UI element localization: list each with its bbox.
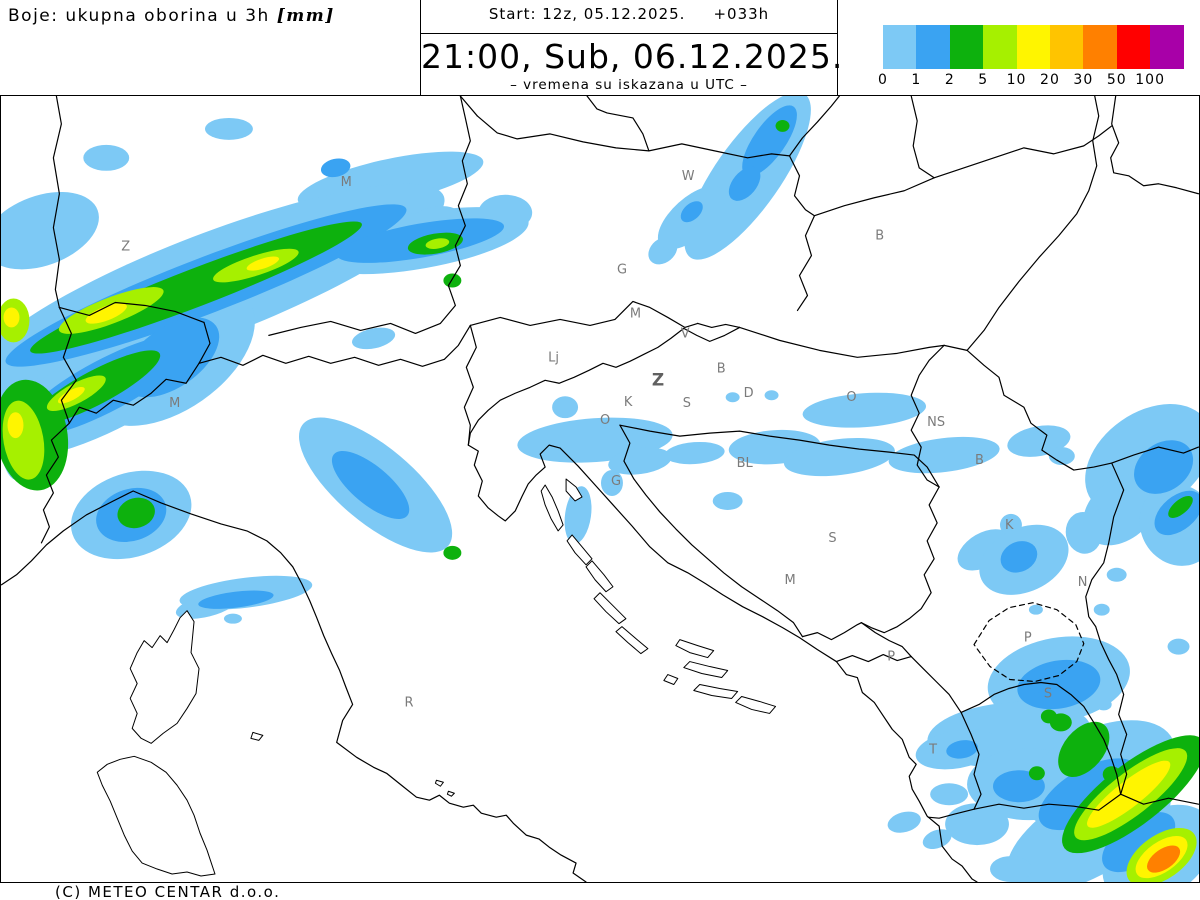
page-title: Boje: ukupna oborina u 3h [mm] (8, 6, 335, 26)
city-label: Z (121, 240, 130, 255)
city-label: Z (652, 369, 664, 389)
legend-value: 0 (878, 72, 888, 88)
legend-swatch (1049, 25, 1084, 69)
legend-labels: 0 1 2 5 10 20 30 50 100 (878, 72, 1184, 88)
model-start-time: Start: 12z, 05.12.2025. (488, 5, 686, 23)
utc-note: – vremena su iskazana u UTC – (510, 77, 748, 93)
city-label: K (624, 395, 633, 410)
country-borders (1, 96, 1199, 882)
city-label: B (875, 229, 884, 244)
precipitation-legend: 0 1 2 5 10 20 30 50 100 (878, 25, 1184, 88)
precip-light-blue-layer (1, 96, 1199, 882)
legend-value: 1 (911, 72, 922, 88)
city-label: T (928, 742, 937, 757)
legend-swatch (1016, 25, 1050, 69)
city-label: V (681, 326, 690, 341)
city-label: R (404, 695, 413, 710)
city-label: W (682, 169, 695, 184)
legend-value: 20 (1040, 72, 1060, 88)
city-label: B (975, 453, 984, 468)
legend-swatch (949, 25, 984, 69)
legend-value: 100 (1135, 72, 1165, 88)
city-label: M (169, 396, 180, 411)
map-area: M Z M W G M V Lj Z B D K O S G BL B O NS B S M K N P P S T R (0, 95, 1200, 883)
legend-swatch (983, 25, 1017, 69)
legend-value: 2 (944, 72, 955, 88)
islands (96, 478, 777, 877)
legend-swatch (916, 25, 950, 69)
legend-value: 5 (978, 72, 989, 88)
copyright: (C) METEO CENTAR d.o.o. (55, 883, 281, 900)
city-label: B (717, 361, 726, 376)
legend-value: 50 (1106, 72, 1127, 88)
city-label: P (1024, 631, 1032, 646)
city-label: S (683, 396, 691, 411)
city-label: BL (737, 456, 754, 471)
start-line: Start: 12z, 05.12.2025. +033h (421, 5, 837, 23)
city-label: Lj (548, 350, 559, 365)
city-label: S (828, 531, 836, 546)
lead-time: +033h (713, 5, 770, 23)
city-label: NS (927, 415, 945, 430)
valid-datetime: 21:00, Sub, 06.12.2025. (421, 37, 844, 76)
header-divider-right (837, 0, 838, 95)
title-unit: [mm] (276, 6, 335, 26)
city-label: G (611, 474, 621, 489)
title-label: Boje: ukupna oborina u 3h (8, 6, 270, 26)
city-label: G (617, 263, 627, 278)
legend-swatch (1150, 25, 1184, 69)
header: Boje: ukupna oborina u 3h [mm] Start: 12… (0, 0, 1200, 95)
precip-orange-layer (1147, 845, 1181, 873)
city-label: M (785, 573, 796, 588)
header-divider-horizontal (420, 33, 837, 34)
legend-swatch (1083, 25, 1117, 69)
legend-swatch (1116, 25, 1151, 69)
city-label: K (1005, 518, 1014, 533)
legend-swatches (883, 25, 1184, 69)
legend-value: 10 (1006, 72, 1027, 88)
city-label: N (1078, 575, 1088, 590)
city-label: S (1044, 686, 1052, 701)
legend-swatch (883, 25, 917, 69)
legend-value: 30 (1073, 72, 1094, 88)
forecast-time-box: Start: 12z, 05.12.2025. +033h 21:00, Sub… (421, 0, 844, 95)
city-label: O (846, 390, 856, 405)
city-label: D (744, 386, 754, 401)
city-label: O (600, 413, 610, 428)
header-divider-left (420, 0, 421, 95)
city-label: P (887, 650, 895, 665)
city-label: M (630, 306, 641, 321)
city-label: M (341, 175, 352, 190)
